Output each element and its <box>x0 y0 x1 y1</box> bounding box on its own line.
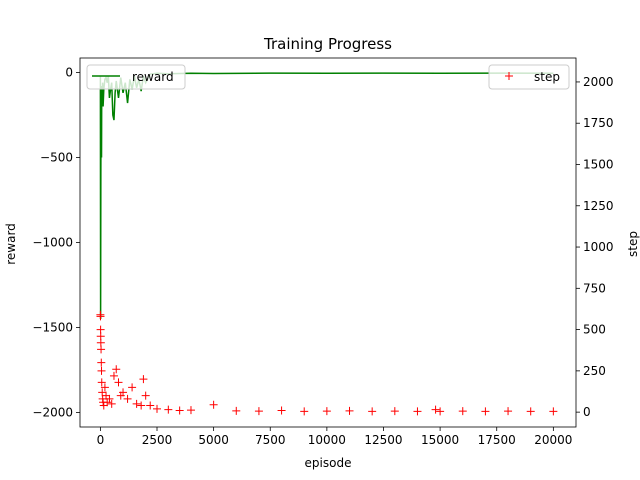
data-point <box>549 407 558 416</box>
data-point <box>97 366 106 375</box>
legend-step: step <box>488 64 570 90</box>
left-y-tick-label: −1000 <box>32 236 73 250</box>
data-point <box>105 394 114 403</box>
data-point <box>141 391 150 400</box>
legend-box <box>488 64 570 90</box>
data-point <box>112 365 121 374</box>
data-point <box>128 383 137 392</box>
left-y-tick-label: −2000 <box>32 406 73 420</box>
data-point <box>102 391 111 400</box>
data-point <box>107 399 116 408</box>
data-point <box>99 401 108 410</box>
x-tick-label: 15000 <box>421 433 459 447</box>
chart-title: Training Progress <box>263 35 392 53</box>
x-tick-label: 0 <box>97 433 105 447</box>
x-tick-label: 17500 <box>478 433 516 447</box>
right-y-tick-label: 250 <box>583 364 606 378</box>
legend-box <box>86 64 186 90</box>
data-point <box>413 407 422 416</box>
data-point <box>436 407 445 416</box>
data-point <box>164 405 173 414</box>
legend-label: step <box>534 70 560 84</box>
data-point <box>209 400 218 409</box>
data-point <box>97 378 106 387</box>
data-point <box>96 312 105 321</box>
legend-reward: reward <box>86 64 186 90</box>
series-markers-step <box>96 310 558 416</box>
data-point <box>232 406 241 415</box>
data-point <box>103 398 112 407</box>
right-y-tick-label: 1000 <box>583 240 614 254</box>
data-point <box>186 406 195 415</box>
x-tick-label: 7500 <box>255 433 286 447</box>
right-y-tick-label: 0 <box>583 405 591 419</box>
data-point <box>322 407 331 416</box>
data-point <box>100 383 109 392</box>
axes: 0 2500 5000 7500 10000 12500 15000 17500 200000−… <box>32 57 614 447</box>
left-y-axis-label: reward <box>4 223 18 265</box>
data-point <box>175 406 184 415</box>
right-y-axis-label: step <box>626 231 640 257</box>
x-tick-label: 20000 <box>534 433 572 447</box>
right-y-tick-label: 500 <box>583 323 606 337</box>
data-point <box>114 378 123 387</box>
legend-label: reward <box>132 70 174 84</box>
right-y-tick-label: 2000 <box>583 75 614 89</box>
data-point <box>526 407 535 416</box>
x-tick-label: 5000 <box>198 433 229 447</box>
data-point <box>277 406 286 415</box>
data-point <box>254 407 263 416</box>
data-point <box>368 407 377 416</box>
data-point <box>146 401 155 410</box>
data-point <box>109 371 118 380</box>
x-tick-label: 10000 <box>308 433 346 447</box>
data-point <box>300 407 309 416</box>
data-point <box>390 407 399 416</box>
data-point <box>504 407 513 416</box>
data-point <box>97 358 106 367</box>
data-point <box>481 407 490 416</box>
data-point <box>97 345 106 354</box>
x-tick-label: 2500 <box>142 433 173 447</box>
right-y-tick-label: 1250 <box>583 199 614 213</box>
data-point <box>458 407 467 416</box>
right-y-tick-label: 1500 <box>583 157 614 171</box>
right-y-tick-label: 1750 <box>583 116 614 130</box>
data-point <box>132 399 141 408</box>
left-y-tick-label: 0 <box>65 65 73 79</box>
data-point <box>119 388 128 397</box>
right-y-tick-label: 750 <box>583 281 606 295</box>
left-y-tick-label: −500 <box>40 150 73 164</box>
data-point <box>123 394 132 403</box>
plot-area <box>96 72 558 416</box>
data-point <box>153 404 162 413</box>
plot-series-group <box>96 72 558 416</box>
series-line-reward <box>99 72 554 320</box>
data-point <box>137 401 146 410</box>
legend-marker-swatch <box>505 72 513 80</box>
data-point <box>345 406 354 415</box>
x-axis-label: episode <box>305 456 352 470</box>
plot-frame <box>79 57 577 428</box>
x-tick-label: 12500 <box>364 433 402 447</box>
legends: reward step <box>86 64 570 90</box>
data-point <box>139 375 148 384</box>
data-point <box>431 405 440 414</box>
left-y-tick-label: −1500 <box>32 321 73 335</box>
data-point <box>116 391 125 400</box>
